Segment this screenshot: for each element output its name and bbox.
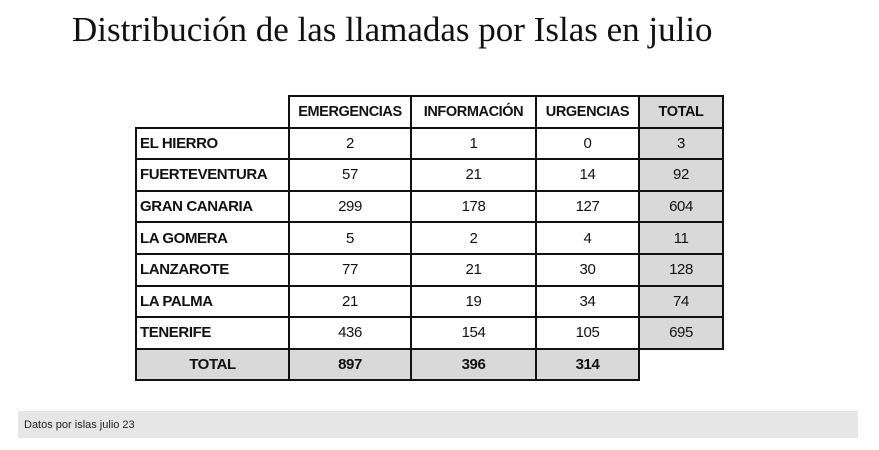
table-cell: 5 <box>288 221 412 255</box>
table-cell: 4 <box>535 221 640 255</box>
row-label: LANZAROTE <box>135 253 290 287</box>
table-cell: 2 <box>410 221 537 255</box>
table-cell: 105 <box>535 316 640 350</box>
table-cell: 57 <box>288 158 412 192</box>
table-cell: 21 <box>410 253 537 287</box>
table-cell: 0 <box>535 126 640 161</box>
table-cell: 604 <box>638 189 724 224</box>
table-cell: 34 <box>535 284 640 319</box>
table-cell: 3 <box>638 126 724 161</box>
table-cell: 11 <box>638 221 724 255</box>
total-cell: 897 <box>288 347 412 382</box>
table-cell: 128 <box>638 253 724 287</box>
column-header: EMERGENCIAS <box>288 95 412 129</box>
table-cell: 74 <box>638 284 724 319</box>
table-cell: 30 <box>535 253 640 287</box>
column-header: URGENCIAS <box>535 95 640 129</box>
row-label: LA GOMERA <box>135 221 290 255</box>
table-cell: 19 <box>410 284 537 319</box>
column-header: TOTAL <box>638 95 724 129</box>
table-cell: 2 <box>288 126 412 161</box>
table-cell: 695 <box>638 316 724 350</box>
table-cell: 14 <box>535 158 640 192</box>
table-cell: 92 <box>638 158 724 192</box>
page-title: Distribución de las llamadas por Islas e… <box>72 10 713 49</box>
table-cell: 77 <box>288 253 412 287</box>
table-cell: 436 <box>288 316 412 350</box>
table-cell: 299 <box>288 189 412 224</box>
table-cell: 127 <box>535 189 640 224</box>
table-cell: 1 <box>410 126 537 161</box>
column-header: INFORMACIÓN <box>410 95 537 129</box>
row-label: FUERTEVENTURA <box>135 158 290 192</box>
total-label: TOTAL <box>135 347 290 382</box>
table-cell: 21 <box>410 158 537 192</box>
total-cell: 396 <box>410 347 537 382</box>
row-label: LA PALMA <box>135 284 290 319</box>
row-label: GRAN CANARIA <box>135 189 290 224</box>
row-label: TENERIFE <box>135 316 290 350</box>
caption: Datos por islas julio 23 <box>18 411 858 438</box>
total-cell: 314 <box>535 347 640 382</box>
row-label: EL HIERRO <box>135 126 290 161</box>
table-cell: 154 <box>410 316 537 350</box>
table-cell: 21 <box>288 284 412 319</box>
table-cell: 178 <box>410 189 537 224</box>
